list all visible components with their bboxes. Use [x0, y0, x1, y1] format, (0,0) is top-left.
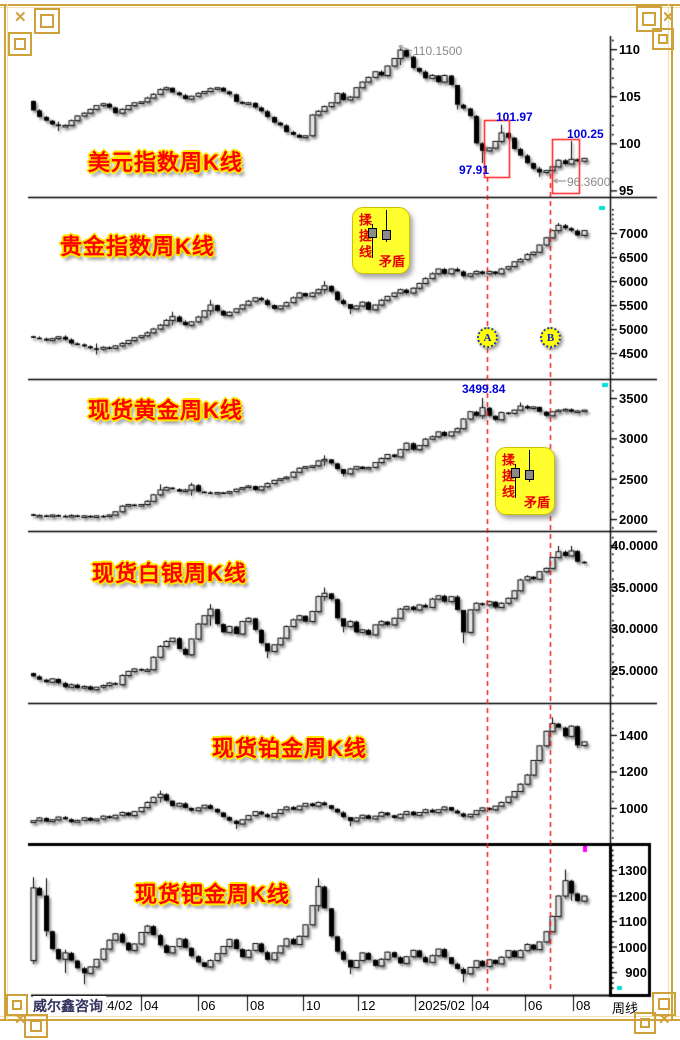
gold-peak-price-label: 3499.84 — [462, 382, 506, 396]
y-axis-label: 1400 — [619, 727, 648, 743]
frame-top-shadow — [0, 7, 680, 8]
frame-left-line — [4, 4, 6, 1020]
marker-b-badge: B — [540, 327, 561, 348]
mini-candle-long-lower-shadow — [511, 454, 520, 502]
corner-ornament-square — [34, 8, 60, 34]
y-axis-label: 25.0000 — [611, 662, 658, 678]
panel-title-5: 现货铂金周K线 — [211, 735, 367, 762]
watermark-company-name: 威尔鑫咨询 — [33, 996, 106, 1016]
y-axis-label: 1200 — [619, 764, 648, 780]
x-axis-date-label: 12 — [361, 998, 376, 1013]
corner-ornament-square — [636, 6, 662, 32]
y-axis-label: 1300 — [618, 863, 647, 879]
y-axis-label: 1200 — [618, 888, 647, 904]
y-axis-label: 30.0000 — [611, 621, 658, 637]
frame-bottom-line — [0, 1019, 680, 1021]
pattern-vertical-label: 揉搓线 — [500, 453, 515, 501]
usd-low-1-label: 97.91 — [459, 163, 490, 177]
x-axis-date-label: 10 — [306, 998, 321, 1013]
x-axis-date-label: 04 — [475, 998, 490, 1013]
panel-title-6: 现货钯金周K线 — [134, 881, 290, 908]
panel-title-4: 现货白银周K线 — [91, 560, 247, 587]
y-axis-label: 900 — [625, 965, 647, 981]
x-axis-date-label: 24/02 — [100, 998, 133, 1013]
corner-ornament-square — [634, 1012, 656, 1034]
y-axis-label: 1000 — [618, 939, 647, 955]
y-axis-label: 3500 — [619, 391, 648, 407]
y-axis-label: 1000 — [619, 800, 648, 816]
usd-rebound-high-label: 101.97 — [496, 110, 533, 124]
y-axis-label: 5000 — [619, 322, 648, 338]
corner-ornament-x-icon: ✕ — [662, 9, 675, 26]
panel-title-3: 现货黄金周K线 — [87, 397, 243, 424]
pattern-label: 矛盾 — [378, 254, 405, 269]
y-axis-label: 6500 — [619, 250, 648, 266]
x-axis-date-label: 06 — [528, 998, 543, 1013]
pattern-label: 矛盾 — [523, 495, 550, 510]
usd-peak-price-label: 110.1500 — [413, 44, 463, 58]
mini-candle-long-upper-shadow — [382, 210, 391, 258]
period-label: 周线 — [612, 1001, 639, 1016]
corner-ornament-square — [6, 994, 28, 1016]
y-axis-label: 35.0000 — [611, 579, 658, 595]
usd-low-2-label: 96.3600 — [567, 175, 611, 189]
frame-right-line — [671, 4, 673, 1020]
y-axis-label: 105 — [619, 89, 641, 105]
corner-ornament-x-icon: ✕ — [658, 1011, 671, 1028]
x-axis-date-label: 04 — [144, 998, 159, 1013]
y-axis-label: 110 — [619, 42, 640, 58]
corner-ornament-square — [8, 32, 32, 56]
corner-ornament-x-icon: ✕ — [14, 1011, 27, 1028]
y-axis-label: 100 — [619, 136, 641, 152]
panel-title-1: 美元指数周K线 — [87, 149, 243, 176]
y-axis-label: 7000 — [619, 226, 648, 242]
y-axis-label: 2500 — [619, 471, 648, 487]
x-axis-date-label: 06 — [201, 998, 216, 1013]
y-axis-label: 6000 — [619, 274, 648, 290]
y-axis-label: 40.0000 — [611, 538, 658, 554]
y-axis-label: 2000 — [619, 512, 648, 528]
corner-ornament-square — [652, 28, 674, 50]
y-axis-label: 5500 — [619, 298, 648, 314]
y-axis-label: 95 — [619, 183, 634, 199]
y-axis-label: 1100 — [618, 914, 647, 930]
frame-bottom-shadow — [0, 1016, 680, 1017]
frame-right-shadow — [668, 4, 669, 1020]
pattern-callout-box-gold: 揉搓线 矛盾 — [495, 447, 555, 515]
mini-candle-long-upper-shadow — [525, 450, 534, 498]
mini-candle-long-lower-shadow — [368, 214, 377, 262]
y-axis-label: 3000 — [619, 431, 648, 447]
x-axis-date-label: 08 — [576, 998, 591, 1013]
pattern-callout-box-metals-index: 揉搓线 矛盾 — [352, 207, 410, 274]
x-axis-date-label: 08 — [250, 998, 265, 1013]
marker-a-badge: A — [477, 327, 498, 348]
frame-left-shadow — [7, 4, 8, 1020]
frame-top-line — [0, 4, 680, 6]
corner-ornament-square — [652, 992, 676, 1016]
usd-rebound2-high-label: 100.25 — [567, 127, 604, 141]
corner-ornament-x-icon: ✕ — [14, 9, 27, 26]
panel-title-2: 贵金指数周K线 — [59, 233, 215, 260]
x-axis-date-label: 2025/02 — [418, 998, 465, 1013]
corner-ornament-square — [24, 1014, 48, 1038]
pattern-vertical-label: 揉搓线 — [357, 213, 372, 261]
y-axis-label: 4500 — [619, 346, 648, 362]
